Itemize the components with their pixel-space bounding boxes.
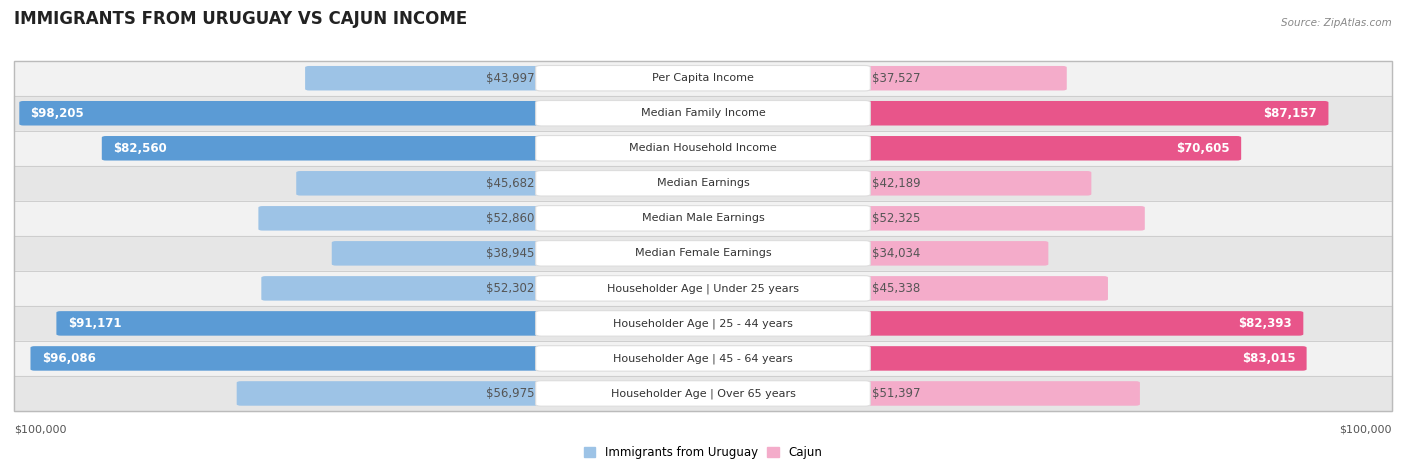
Text: $87,157: $87,157 — [1264, 107, 1317, 120]
Text: Median Family Income: Median Family Income — [641, 108, 765, 118]
Text: $96,086: $96,086 — [42, 352, 96, 365]
Text: IMMIGRANTS FROM URUGUAY VS CAJUN INCOME: IMMIGRANTS FROM URUGUAY VS CAJUN INCOME — [14, 10, 467, 28]
Text: Median Earnings: Median Earnings — [657, 178, 749, 188]
Text: Householder Age | 25 - 44 years: Householder Age | 25 - 44 years — [613, 318, 793, 329]
Text: $52,325: $52,325 — [872, 212, 920, 225]
Text: $34,034: $34,034 — [872, 247, 920, 260]
Text: $70,605: $70,605 — [1177, 142, 1230, 155]
Text: $45,682: $45,682 — [486, 177, 534, 190]
Text: Householder Age | Under 25 years: Householder Age | Under 25 years — [607, 283, 799, 294]
Text: $100,000: $100,000 — [1340, 425, 1392, 435]
Text: $42,189: $42,189 — [872, 177, 921, 190]
Text: Householder Age | 45 - 64 years: Householder Age | 45 - 64 years — [613, 353, 793, 364]
Text: $82,393: $82,393 — [1239, 317, 1292, 330]
Legend: Immigrants from Uruguay, Cajun: Immigrants from Uruguay, Cajun — [583, 446, 823, 459]
Text: $83,015: $83,015 — [1241, 352, 1295, 365]
Text: $82,560: $82,560 — [112, 142, 167, 155]
Text: Per Capita Income: Per Capita Income — [652, 73, 754, 83]
Text: Median Female Earnings: Median Female Earnings — [634, 248, 772, 258]
Text: Median Household Income: Median Household Income — [628, 143, 778, 153]
Text: $51,397: $51,397 — [872, 387, 920, 400]
Text: $98,205: $98,205 — [31, 107, 84, 120]
Text: $43,997: $43,997 — [485, 72, 534, 85]
Text: $38,945: $38,945 — [486, 247, 534, 260]
Text: $100,000: $100,000 — [14, 425, 66, 435]
Text: $52,302: $52,302 — [486, 282, 534, 295]
Text: Median Male Earnings: Median Male Earnings — [641, 213, 765, 223]
Text: $91,171: $91,171 — [67, 317, 121, 330]
Text: $37,527: $37,527 — [872, 72, 920, 85]
Text: $45,338: $45,338 — [872, 282, 920, 295]
Text: Source: ZipAtlas.com: Source: ZipAtlas.com — [1281, 18, 1392, 28]
Text: $56,975: $56,975 — [486, 387, 534, 400]
Text: $52,860: $52,860 — [486, 212, 534, 225]
Text: Householder Age | Over 65 years: Householder Age | Over 65 years — [610, 388, 796, 399]
